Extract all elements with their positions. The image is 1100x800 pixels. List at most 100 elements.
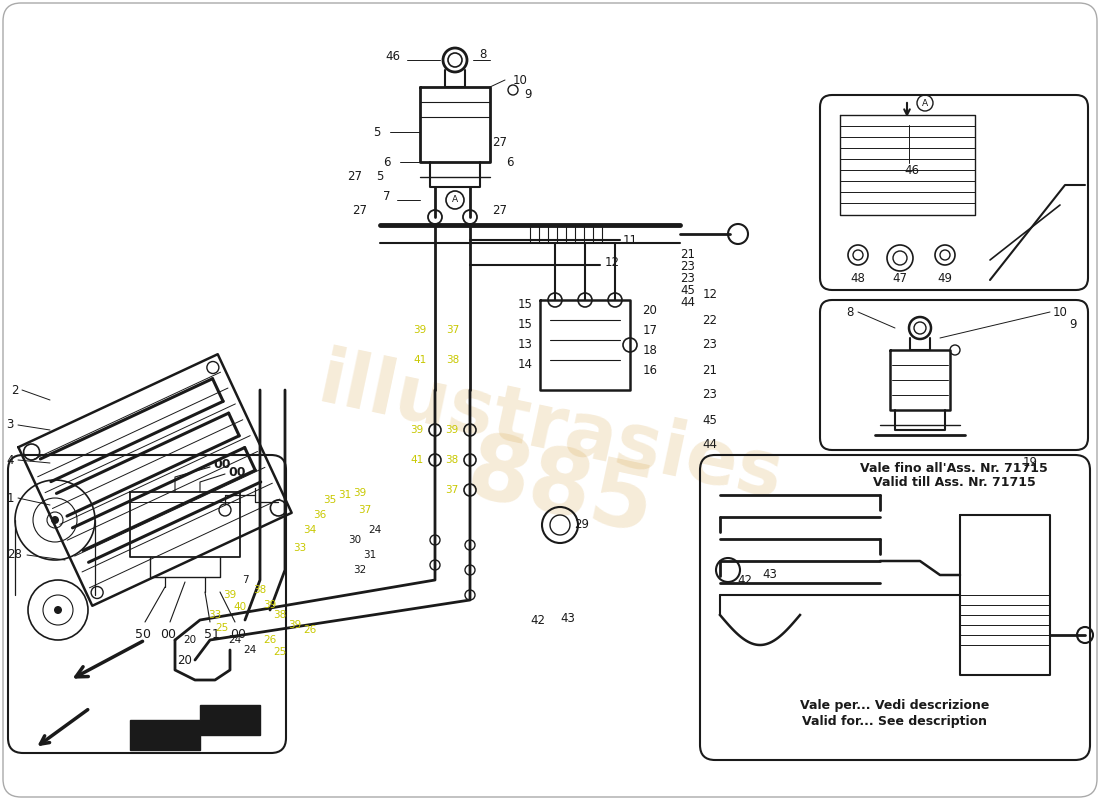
Text: Vale fino all'Ass. Nr. 71715: Vale fino all'Ass. Nr. 71715: [860, 462, 1048, 474]
Text: 23: 23: [703, 389, 717, 402]
Text: 5: 5: [373, 126, 381, 138]
Text: 16: 16: [642, 363, 658, 377]
Text: 32: 32: [353, 565, 366, 575]
Text: 00: 00: [213, 458, 231, 471]
Text: 37: 37: [446, 485, 459, 495]
Text: 24: 24: [368, 525, 382, 535]
Text: 3: 3: [7, 418, 13, 431]
Text: 8: 8: [480, 49, 486, 62]
Text: 35: 35: [323, 495, 337, 505]
Text: 23: 23: [681, 273, 695, 286]
Text: 50: 50: [135, 627, 151, 641]
Text: 7: 7: [242, 575, 249, 585]
Text: 28: 28: [8, 549, 22, 562]
Text: 00: 00: [229, 466, 245, 478]
Text: 24: 24: [243, 645, 256, 655]
Text: 39: 39: [446, 425, 459, 435]
Text: 33: 33: [294, 543, 307, 553]
Text: 38: 38: [253, 585, 266, 595]
Text: 23: 23: [681, 261, 695, 274]
Text: 37: 37: [447, 325, 460, 335]
Text: 39: 39: [353, 488, 366, 498]
Text: Valid till Ass. Nr. 71715: Valid till Ass. Nr. 71715: [872, 477, 1035, 490]
Text: 31: 31: [363, 550, 376, 560]
Text: 43: 43: [561, 611, 575, 625]
Text: 30: 30: [349, 535, 362, 545]
Text: 46: 46: [385, 50, 400, 63]
Text: A: A: [452, 195, 458, 205]
Text: Vale per... Vedi descrizione: Vale per... Vedi descrizione: [801, 698, 990, 711]
Text: 27: 27: [493, 203, 507, 217]
Text: 38: 38: [447, 355, 460, 365]
Text: 21: 21: [703, 363, 717, 377]
Text: 38: 38: [274, 610, 287, 620]
Text: 13: 13: [518, 338, 532, 351]
Text: 36: 36: [314, 510, 327, 520]
Text: 11: 11: [623, 234, 638, 246]
Text: 46: 46: [904, 163, 920, 177]
Text: Valid for... See description: Valid for... See description: [803, 715, 988, 729]
Text: 34: 34: [304, 525, 317, 535]
Text: 27: 27: [348, 170, 363, 183]
Text: 21: 21: [681, 249, 695, 262]
Text: 25: 25: [216, 623, 229, 633]
Text: 23: 23: [703, 338, 717, 351]
Text: 44: 44: [681, 297, 695, 310]
Text: 20: 20: [184, 635, 197, 645]
Text: 41: 41: [414, 355, 427, 365]
Text: 9: 9: [525, 87, 531, 101]
Text: 39: 39: [410, 425, 424, 435]
Text: 10: 10: [1053, 306, 1067, 318]
Text: 31: 31: [339, 490, 352, 500]
Text: 2: 2: [11, 383, 19, 397]
Text: 10: 10: [513, 74, 527, 86]
Text: 41: 41: [410, 455, 424, 465]
Text: 26: 26: [304, 625, 317, 635]
Text: 43: 43: [762, 569, 778, 582]
Text: 47: 47: [892, 271, 907, 285]
Text: 18: 18: [642, 343, 658, 357]
Text: A: A: [922, 98, 928, 107]
Text: 39: 39: [414, 325, 427, 335]
Text: 5: 5: [376, 170, 384, 183]
Text: 26: 26: [263, 635, 276, 645]
Text: illustrasies: illustrasies: [311, 345, 789, 515]
Text: 48: 48: [850, 271, 866, 285]
Text: 6: 6: [506, 155, 514, 169]
Text: 39: 39: [223, 590, 236, 600]
Text: 00: 00: [230, 627, 246, 641]
Text: 33: 33: [208, 610, 221, 620]
Text: 24: 24: [229, 635, 242, 645]
Text: 49: 49: [937, 271, 953, 285]
Text: 15: 15: [518, 318, 532, 331]
Text: 6: 6: [383, 155, 390, 169]
Text: 44: 44: [703, 438, 717, 451]
Text: 42: 42: [737, 574, 752, 586]
Text: 45: 45: [703, 414, 717, 426]
Text: 7: 7: [383, 190, 390, 203]
Text: 4: 4: [7, 454, 13, 466]
Text: 42: 42: [530, 614, 546, 626]
Text: 45: 45: [681, 285, 695, 298]
Text: 20: 20: [177, 654, 192, 666]
Text: 8: 8: [846, 306, 854, 318]
Text: 51: 51: [205, 627, 220, 641]
Text: 1: 1: [7, 491, 13, 505]
Text: 14: 14: [517, 358, 532, 371]
Text: 29: 29: [574, 518, 590, 531]
Text: 12: 12: [605, 255, 619, 269]
Text: 39: 39: [263, 600, 276, 610]
Text: 00: 00: [160, 627, 176, 641]
Text: 40: 40: [233, 602, 246, 612]
Circle shape: [54, 606, 62, 614]
Text: 27: 27: [493, 135, 507, 149]
Text: 39: 39: [288, 620, 301, 630]
Text: 9: 9: [1069, 318, 1077, 331]
Text: 22: 22: [703, 314, 717, 326]
Text: 12: 12: [703, 289, 717, 302]
Text: 17: 17: [642, 323, 658, 337]
Text: 20: 20: [642, 303, 658, 317]
Text: 15: 15: [518, 298, 532, 311]
Polygon shape: [130, 705, 260, 750]
Text: 38: 38: [446, 455, 459, 465]
